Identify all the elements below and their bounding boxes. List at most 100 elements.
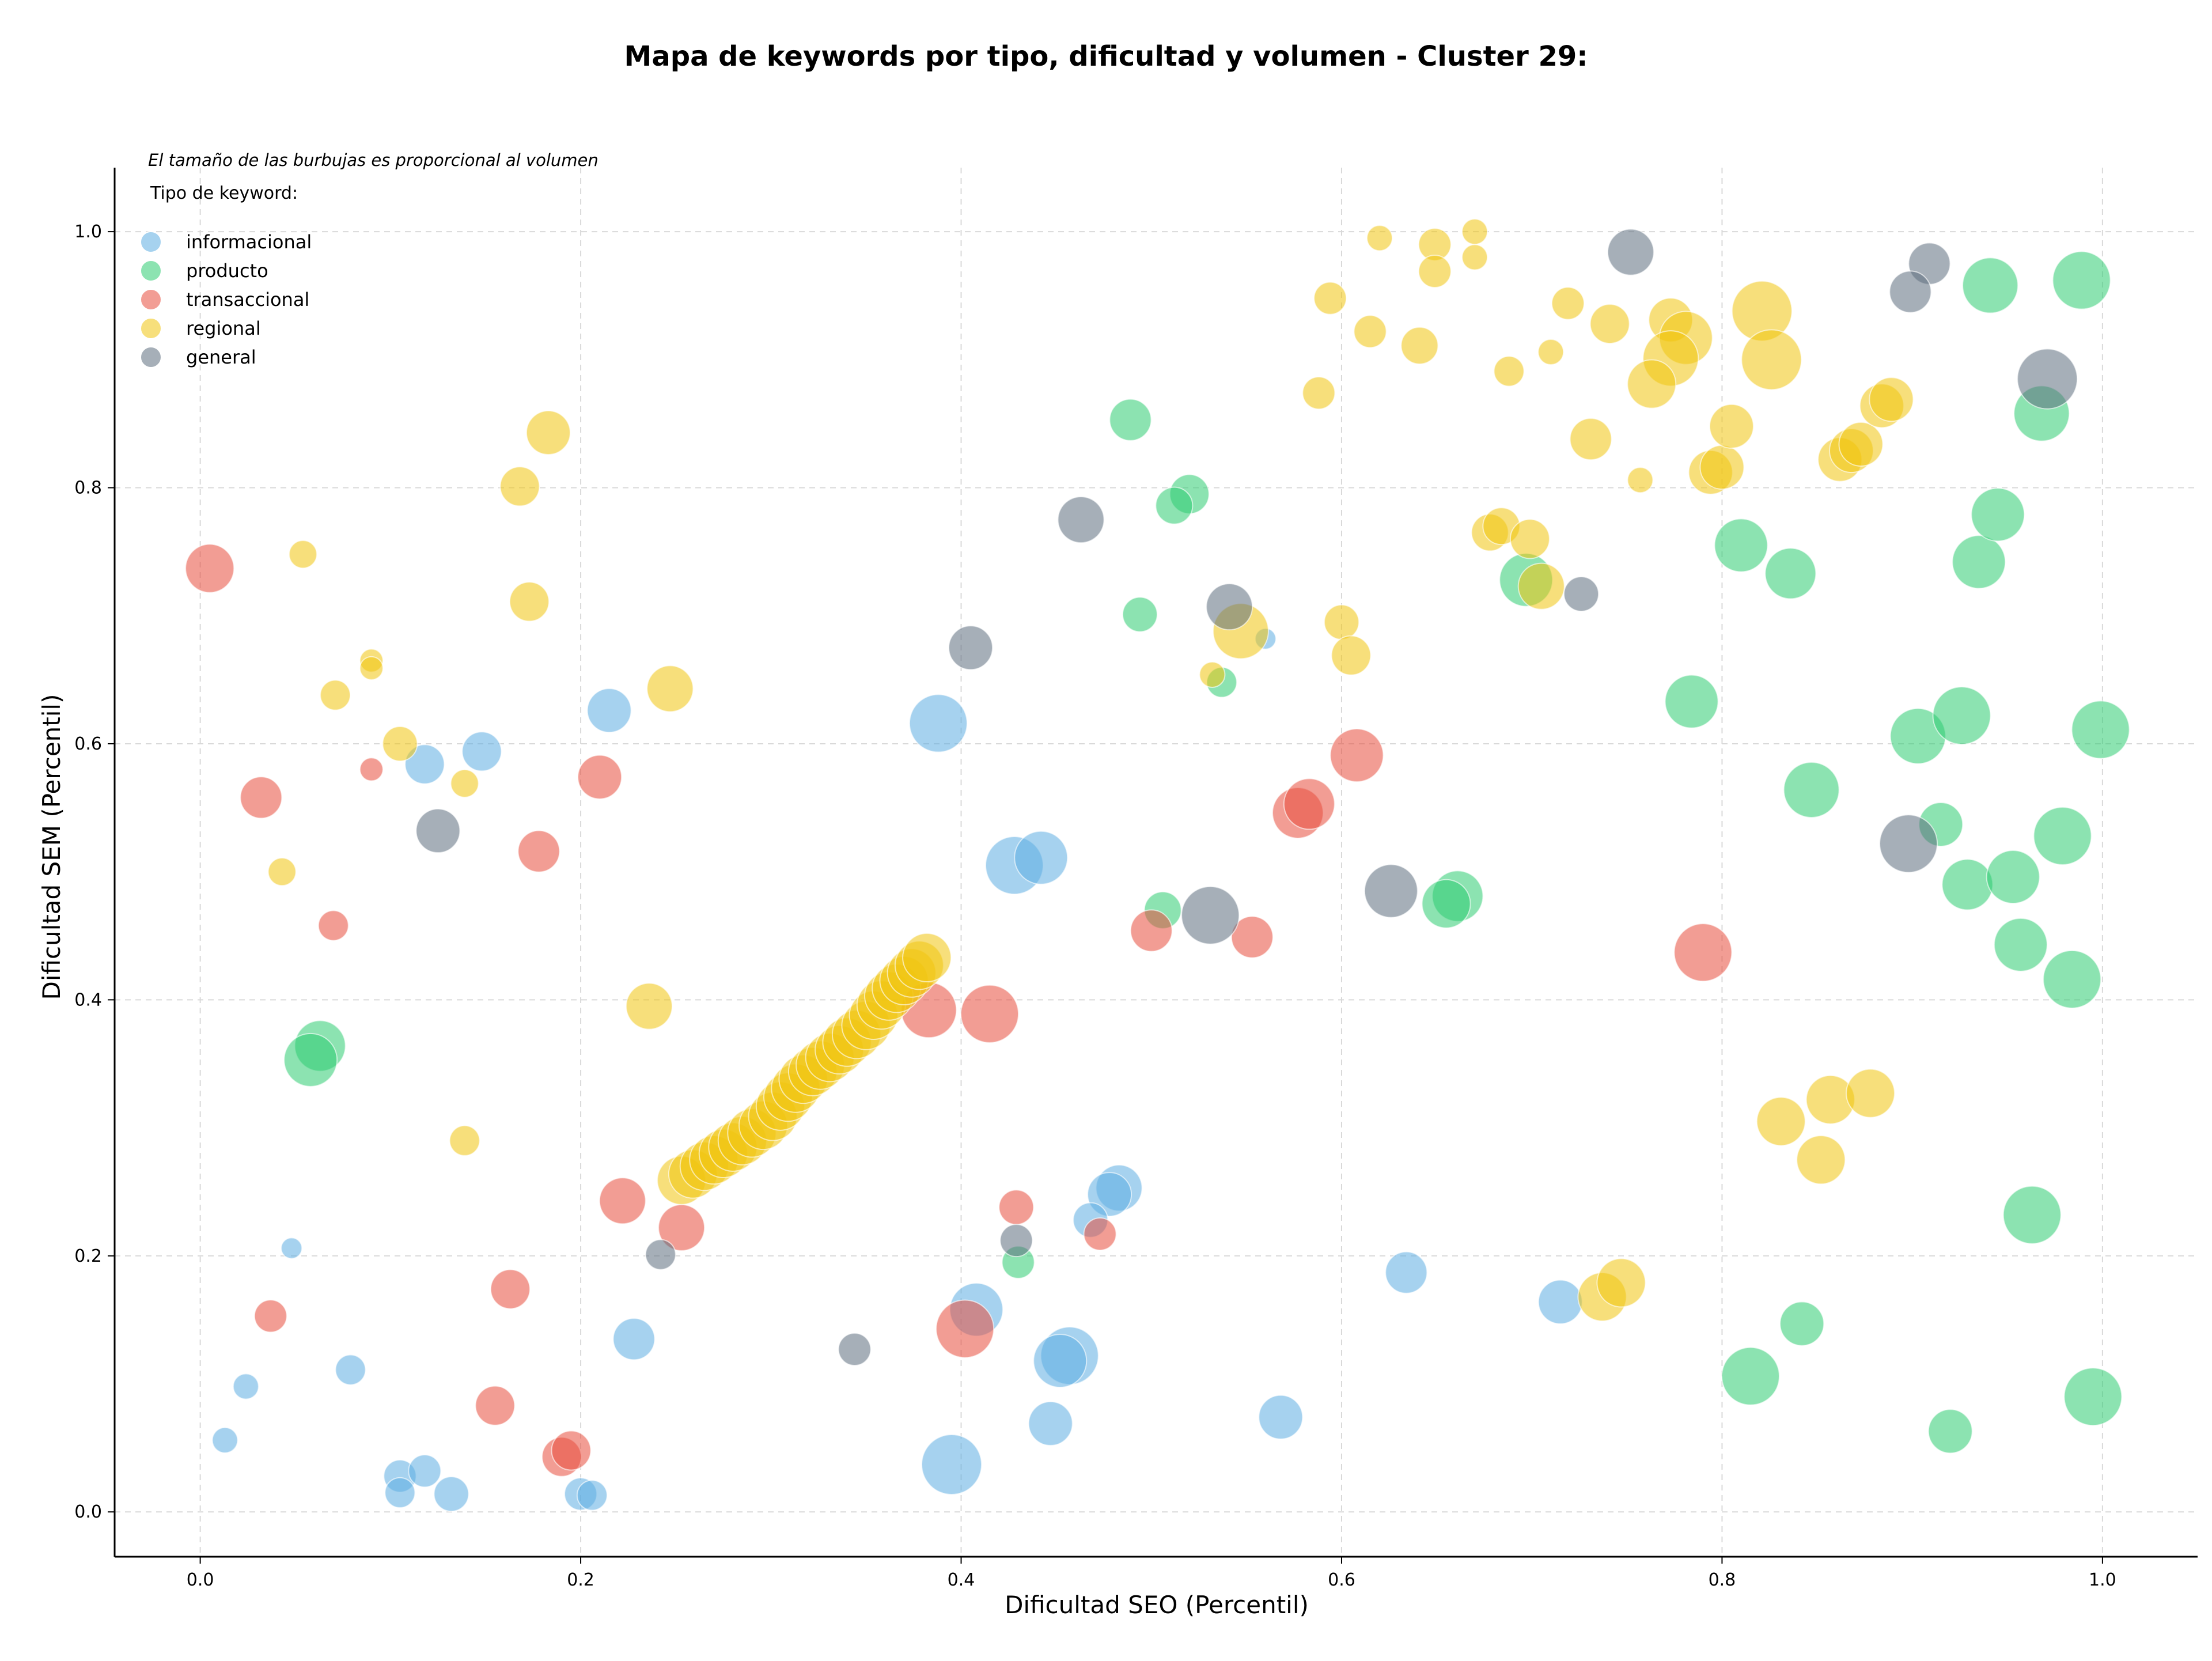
tick-labels: 0.0 0.2 0.4 0.6 0.8 1.0 0.0 0.2 0.4 0.6 0.8 1.0 xyxy=(74,222,2116,1590)
y-axis-label: Dificultad SEM (Percentil) xyxy=(37,694,66,1000)
bubble-general xyxy=(838,1333,872,1367)
bubble-transaccional xyxy=(935,1299,995,1359)
bubble-informacional xyxy=(1537,1279,1583,1325)
bubble-transaccional xyxy=(1083,1217,1117,1251)
x-axis-label: Dificultad SEO (Percentil) xyxy=(1005,1591,1309,1619)
bubble-regional xyxy=(646,665,694,713)
bubble-producto xyxy=(1986,850,2040,905)
bubble-regional xyxy=(1756,1096,1806,1147)
bubble-regional xyxy=(449,1125,480,1156)
bubble-informacional xyxy=(211,1427,238,1454)
bubble-general xyxy=(645,1239,676,1270)
bubble-regional xyxy=(1461,218,1488,245)
bubble-regional xyxy=(1353,315,1387,349)
bubble-producto xyxy=(1927,1409,1973,1454)
bubble-regional xyxy=(1331,635,1372,676)
bubble-informacional xyxy=(576,1480,608,1511)
bubble-producto xyxy=(1109,398,1152,441)
bubble-regional xyxy=(1869,377,1914,422)
bubble-producto xyxy=(1993,917,2048,972)
legend-label-regional: regional xyxy=(186,317,261,339)
bubble-transaccional xyxy=(1130,909,1173,952)
bubble-informacional xyxy=(921,1434,983,1496)
bubble-general xyxy=(1057,496,1105,544)
bubble-transaccional xyxy=(317,910,349,941)
bubble-producto xyxy=(1122,596,1158,633)
bubble-transaccional xyxy=(240,776,283,819)
bubble-general xyxy=(999,1224,1033,1258)
bubble-producto xyxy=(2052,251,2111,310)
bubble-informacional xyxy=(335,1354,366,1386)
bubble-transaccional xyxy=(1230,915,1274,959)
legend-swatch-producto xyxy=(140,260,162,282)
gridlines xyxy=(115,168,2198,1557)
bubble-transaccional xyxy=(185,543,235,593)
bubble-regional xyxy=(1302,376,1336,410)
bubble-producto xyxy=(1952,535,2006,589)
chart-title: Mapa de keywords por tipo, dificultad y … xyxy=(624,40,1588,73)
bubble-regional xyxy=(1741,329,1802,391)
bubble-regional xyxy=(625,982,673,1030)
bubble-regional xyxy=(902,933,952,983)
bubble-informacional xyxy=(1028,1401,1073,1446)
bubble-regional xyxy=(1400,326,1439,365)
bubble-regional xyxy=(359,656,384,680)
legend-label-transaccional: transaccional xyxy=(186,289,309,311)
bubble-producto xyxy=(283,1032,338,1087)
bubble-producto xyxy=(2063,1367,2123,1427)
legend-swatch-informacional xyxy=(140,231,162,253)
bubble-producto xyxy=(2002,1185,2062,1244)
bubble-regional xyxy=(267,857,297,887)
bubble-producto xyxy=(1664,674,1719,729)
bubble-producto xyxy=(1721,1346,1780,1406)
bubble-regional xyxy=(450,769,479,798)
bubble-size-note: El tamaño de las burbujas es proporciona… xyxy=(148,150,599,170)
bubble-informacional xyxy=(404,744,445,785)
y-tick-label: 0.2 xyxy=(74,1246,102,1266)
x-tick-label: 0.0 xyxy=(187,1570,214,1590)
bubble-general xyxy=(1879,814,1938,873)
bubble-general xyxy=(1607,228,1654,276)
bubble-general xyxy=(948,625,994,671)
bubble-producto xyxy=(1764,547,1817,600)
bubble-regional xyxy=(1313,281,1347,315)
bubble-regional xyxy=(382,725,418,762)
legend-label-informacional: informacional xyxy=(186,231,312,253)
axes xyxy=(113,168,2198,1558)
bubble-transaccional xyxy=(960,984,1020,1043)
bubble-transaccional xyxy=(998,1189,1035,1225)
y-tick-label: 1.0 xyxy=(74,222,102,242)
bubble-regional xyxy=(1589,304,1630,345)
bubble-regional xyxy=(509,581,550,622)
bubble-regional xyxy=(499,466,540,507)
bubble-regional xyxy=(1509,519,1550,559)
bubble-producto xyxy=(1932,686,1991,746)
bubble-regional xyxy=(1796,1135,1846,1185)
bubble-transaccional xyxy=(359,757,384,782)
bubble-transaccional xyxy=(577,754,623,800)
bubble-regional xyxy=(1846,1068,1896,1118)
bubble-producto xyxy=(2071,700,2130,759)
bubble-regional xyxy=(1596,1258,1646,1308)
bubble-informacional xyxy=(232,1373,259,1400)
bubble-informacional xyxy=(612,1318,656,1361)
bubble-regional xyxy=(1366,225,1393,252)
x-tick-label: 0.4 xyxy=(948,1570,975,1590)
bubble-producto xyxy=(1421,879,1471,929)
bubble-producto xyxy=(1714,518,1768,573)
bubble-producto xyxy=(1783,761,1840,818)
y-tick-label: 0.8 xyxy=(74,478,102,498)
bubble-regional xyxy=(1699,444,1745,490)
bubble-regional xyxy=(1627,467,1654,494)
x-tick-label: 0.6 xyxy=(1328,1570,1355,1590)
legend-swatch-general xyxy=(140,346,162,368)
bubble-general xyxy=(415,808,461,854)
bubble-informacional xyxy=(461,731,502,772)
bubble-transaccional xyxy=(253,1299,287,1333)
bubble-transaccional xyxy=(1283,778,1335,830)
bubble-regional xyxy=(1627,359,1677,409)
bubble-general xyxy=(2017,348,2078,410)
bubble-producto xyxy=(1155,486,1194,525)
x-tick-label: 0.2 xyxy=(567,1570,594,1590)
bubble-informacional xyxy=(281,1237,303,1259)
